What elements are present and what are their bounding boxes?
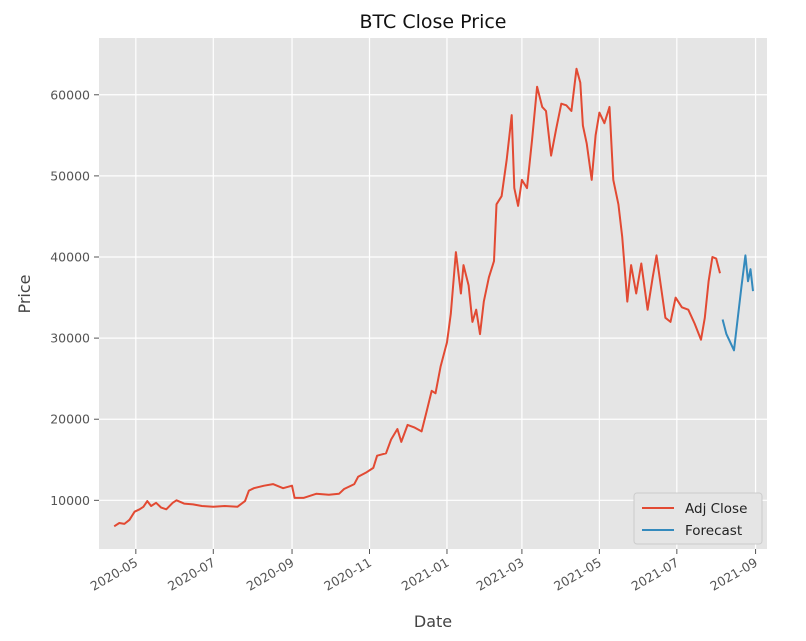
legend-label-forecast: Forecast bbox=[685, 523, 742, 539]
x-axis-label: Date bbox=[414, 612, 452, 631]
x-tick-label: 2021-07 bbox=[629, 555, 682, 594]
y-tick-label: 60000 bbox=[50, 87, 90, 102]
series-group bbox=[113, 67, 754, 528]
y-tick-label: 50000 bbox=[50, 168, 90, 183]
x-tick-label: 2021-05 bbox=[551, 555, 604, 594]
legend-box bbox=[633, 492, 763, 545]
y-tick-label: 20000 bbox=[50, 412, 90, 427]
y-tick-label: 10000 bbox=[50, 493, 90, 508]
legend-label-adj-close: Adj Close bbox=[685, 501, 747, 517]
chart-title: BTC Close Price bbox=[360, 11, 507, 33]
grid bbox=[99, 38, 767, 549]
x-axis: 2020-05 2020-07 2020-09 2020-11 2021-01 2021-… bbox=[88, 549, 760, 594]
y-tick-label: 30000 bbox=[50, 331, 90, 346]
x-tick-label: 2021-03 bbox=[474, 555, 527, 594]
y-tick-label: 40000 bbox=[50, 250, 90, 265]
x-tick-label: 2021-01 bbox=[399, 555, 452, 594]
x-tick-label: 2020-11 bbox=[321, 555, 374, 594]
series-line-adj-close bbox=[113, 67, 721, 528]
x-tick-label: 2020-05 bbox=[88, 555, 141, 594]
series-line-forecast bbox=[721, 254, 754, 352]
plot-background bbox=[99, 38, 767, 549]
x-tick-label: 2021-09 bbox=[707, 555, 760, 594]
legend: Adj Close Forecast bbox=[633, 492, 763, 545]
y-axis: 10000 20000 30000 40000 50000 60000 bbox=[50, 87, 99, 508]
x-tick-label: 2020-09 bbox=[244, 555, 297, 594]
y-axis-label: Price bbox=[15, 274, 34, 313]
x-tick-label: 2020-07 bbox=[165, 555, 218, 594]
